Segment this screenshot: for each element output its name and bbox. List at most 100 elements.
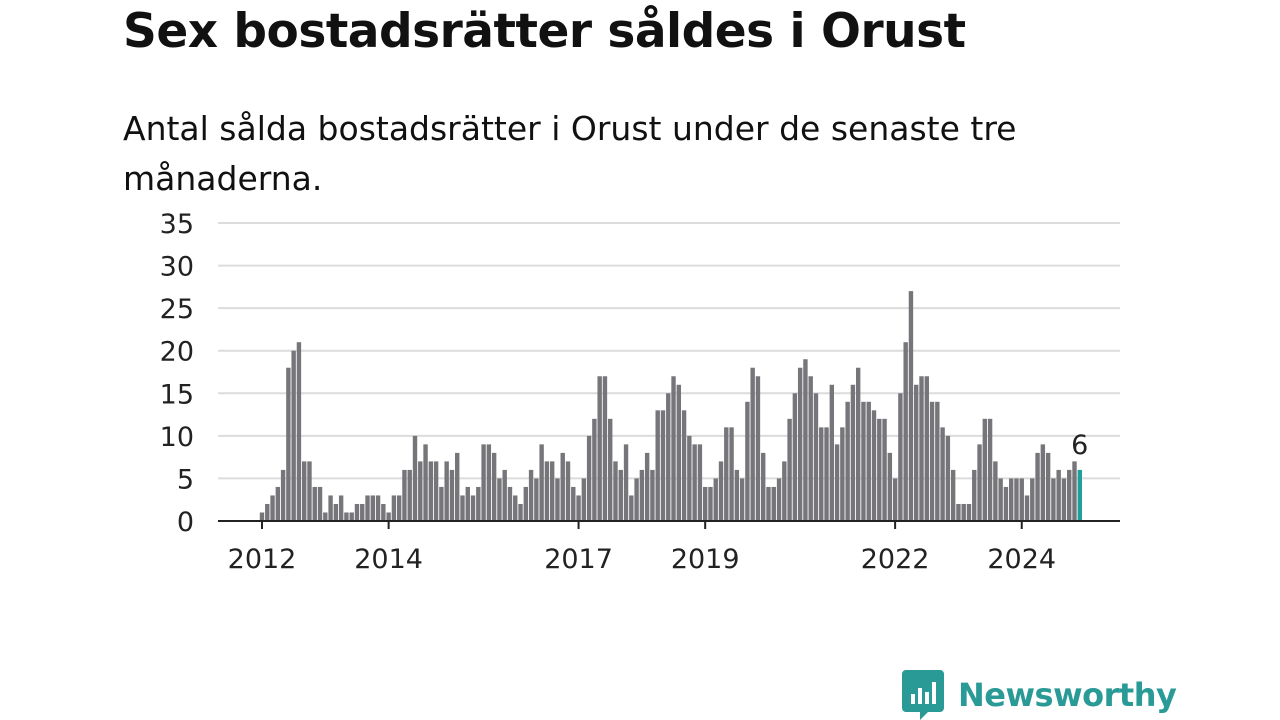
bar [750,367,755,521]
bar [1030,478,1035,521]
newsworthy-logo: Newsworthy [902,670,1177,720]
bar [766,486,771,521]
bar [433,461,439,521]
bar [708,486,713,521]
bar [428,461,434,521]
bar [544,461,550,521]
y-tick-label: 30 [160,252,194,283]
bar [265,503,270,521]
bar [813,393,819,521]
gridlines [218,222,1120,480]
bar [655,410,660,521]
bar [275,486,281,521]
y-tick-label: 25 [160,294,194,325]
bar [302,461,307,521]
x-tick-label: 2017 [544,544,613,575]
bar [935,401,940,521]
bar [555,478,560,521]
x-tick-label: 2019 [671,544,740,575]
bar [597,376,602,521]
bar [312,486,317,521]
bar [792,393,798,521]
bar [1051,478,1056,521]
bar [972,469,977,521]
bar [333,503,339,521]
bar [586,435,592,521]
bar [908,291,914,521]
bar [945,435,951,521]
bar [365,495,370,521]
bar [571,486,576,521]
bar [914,384,919,521]
bar [259,512,265,521]
bar [518,503,523,521]
bar [618,469,623,521]
bar [317,486,323,521]
bar [1061,478,1067,521]
bar [375,495,381,521]
x-axis-ticks: 2012 2014 2017 2019 2022 2024 [228,521,1056,575]
bar [676,384,682,521]
bar [497,478,502,521]
bar [982,418,988,521]
last-value-label: 6 [1071,430,1088,461]
bar [871,410,877,521]
bar [660,410,666,521]
bar [344,512,349,521]
bar [613,461,618,521]
bar [819,427,824,521]
y-tick-label: 0 [177,507,194,538]
bar [1040,444,1046,521]
bar [761,452,766,521]
bar [1045,452,1051,521]
x-tick-label: 2014 [354,544,423,575]
bar [549,461,555,521]
bar [803,359,808,521]
bar [523,486,528,521]
bar [797,367,803,521]
bar [444,461,449,521]
bar [882,418,887,521]
bar [824,427,829,521]
bar [977,444,982,521]
chart-bubble-icon [902,670,944,720]
bar [338,495,344,521]
bar [961,503,966,521]
bar [771,486,776,521]
x-tick-label: 2024 [987,544,1056,575]
bar [956,503,961,521]
bars [259,291,1082,521]
bar [1067,469,1072,521]
bar [455,452,460,521]
bar [644,452,650,521]
bar [476,486,481,521]
bar [1019,478,1024,521]
bar [412,435,418,521]
bar [481,444,486,521]
bar [718,461,724,521]
bar [666,393,671,521]
bar [402,469,407,521]
y-axis-ticks: 0 5 10 15 20 25 30 35 [160,209,194,538]
bar [270,495,275,521]
bar [987,418,993,521]
bar [307,461,312,521]
bar-highlighted [1077,469,1082,521]
bar [370,495,375,521]
bar [681,410,687,521]
bar [887,452,893,521]
bar [291,350,296,521]
bar [993,461,998,521]
bar [755,376,761,521]
bar [845,401,850,521]
x-tick-label: 2012 [228,544,297,575]
bar [460,495,465,521]
bar [776,478,782,521]
bar [486,444,492,521]
bar [671,376,676,521]
bar [623,444,629,521]
bar [787,418,792,521]
bar [328,495,333,521]
bar [950,469,956,521]
bar [734,469,740,521]
